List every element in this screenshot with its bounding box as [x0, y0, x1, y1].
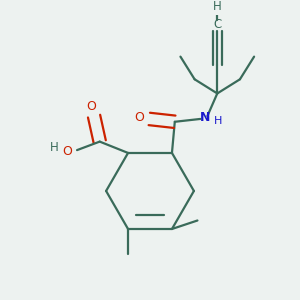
Text: O: O	[86, 100, 96, 113]
Text: H: H	[213, 0, 222, 13]
Text: O: O	[134, 111, 144, 124]
Text: H: H	[50, 141, 58, 154]
Text: C: C	[213, 18, 221, 31]
Text: H: H	[214, 116, 222, 126]
Text: O: O	[62, 145, 72, 158]
Text: N: N	[200, 111, 211, 124]
